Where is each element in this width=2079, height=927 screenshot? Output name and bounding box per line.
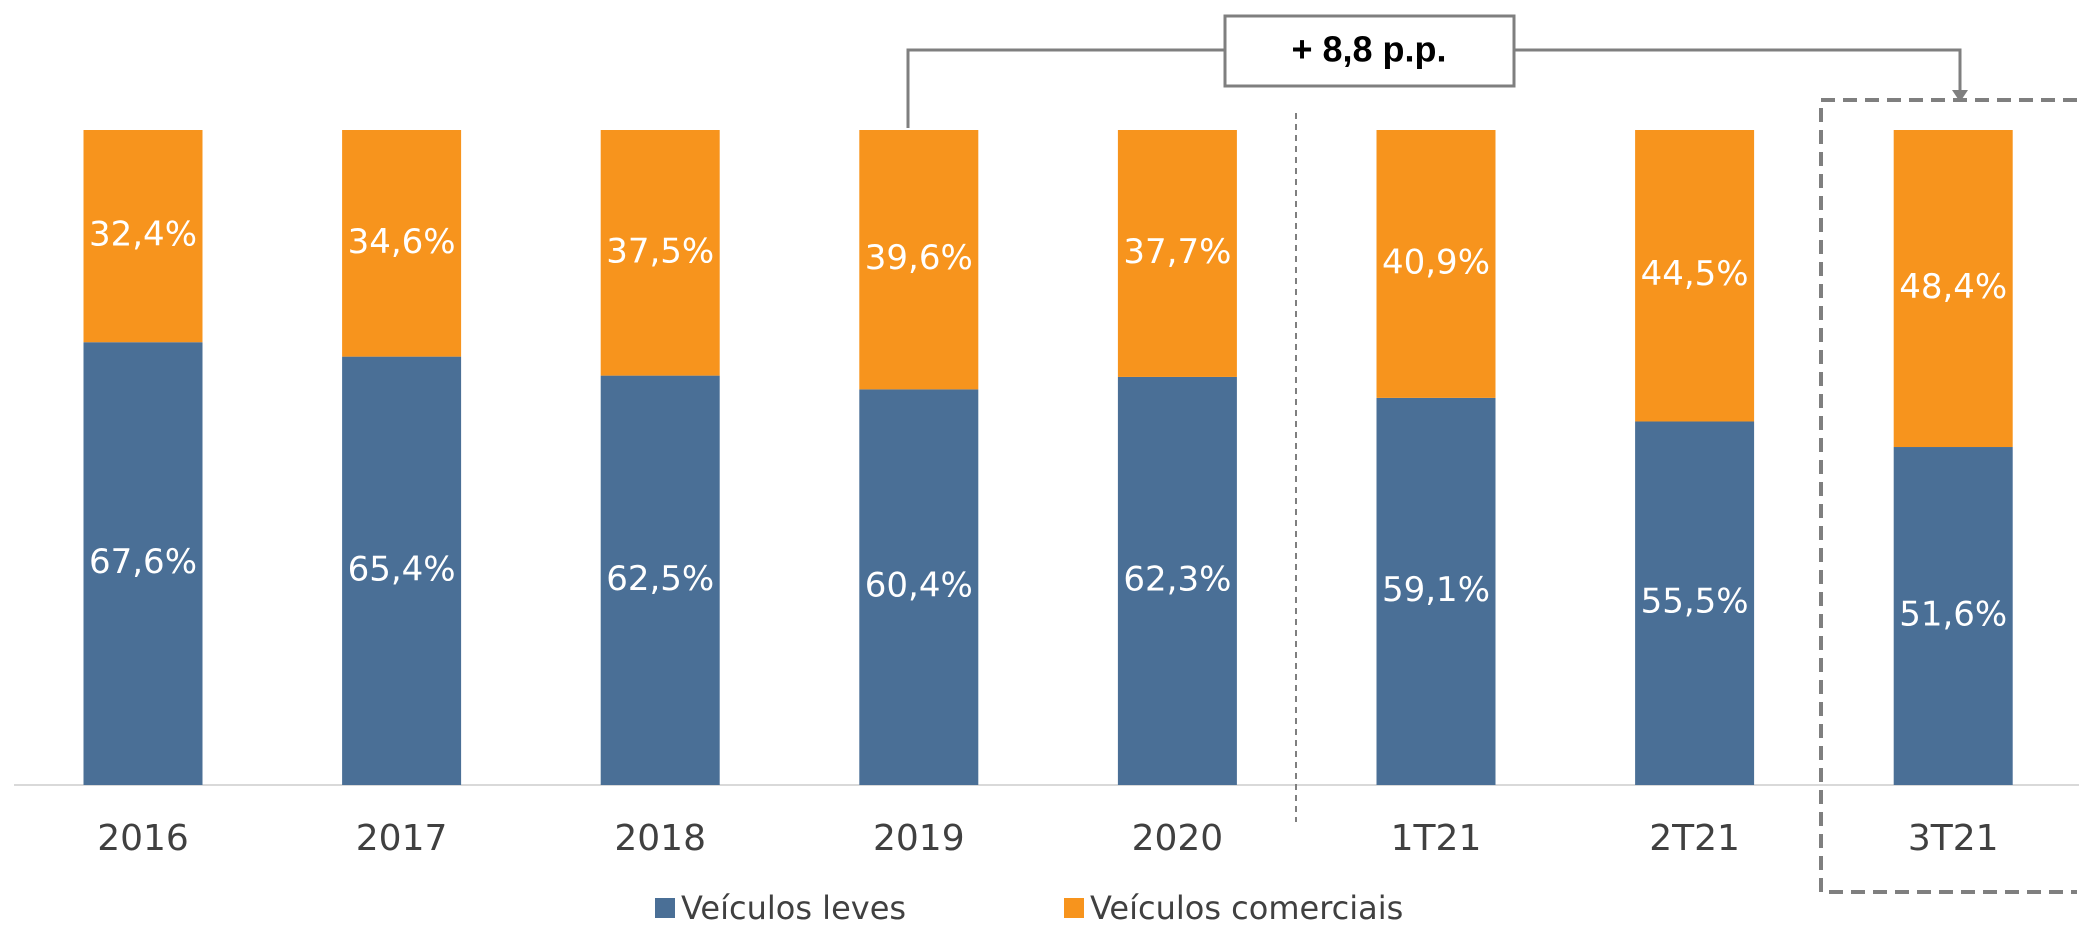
- data-label: 62,3%: [1123, 559, 1231, 599]
- data-label: 55,5%: [1641, 582, 1749, 622]
- data-label: 62,5%: [606, 559, 714, 599]
- x-tick-label: 3T21: [1908, 818, 1999, 859]
- bar-segment: [342, 130, 462, 357]
- legend-swatch: [655, 898, 675, 918]
- bar-segment: [859, 389, 979, 785]
- x-tick-label: 2018: [614, 818, 706, 859]
- data-label: 32,4%: [89, 215, 197, 255]
- x-tick-label: 2019: [873, 818, 965, 859]
- legend: Veículos leves Veículos comerciais: [655, 889, 1403, 927]
- bar-segment: [1635, 130, 1755, 422]
- x-tick-label: 2016: [97, 818, 189, 859]
- bar-segment: [1893, 130, 2013, 448]
- bar-segment: [342, 356, 462, 785]
- bar-segment: [1376, 130, 1496, 398]
- data-label: 39,6%: [865, 238, 973, 278]
- legend-swatch: [1064, 898, 1084, 918]
- highlight-box: [1819, 98, 2077, 894]
- data-label: 37,5%: [606, 231, 714, 271]
- legend-label: Veículos leves: [681, 889, 906, 927]
- annotation-box: [1223, 14, 1516, 88]
- data-label: 65,4%: [348, 549, 456, 589]
- arrow-head: [1952, 90, 1968, 102]
- bar-segment: [1117, 130, 1237, 377]
- data-label: 48,4%: [1899, 267, 2007, 307]
- bar-segment: [600, 375, 720, 785]
- x-tick-label: 2017: [356, 818, 448, 859]
- bar-segment: [1117, 376, 1237, 785]
- x-tick-label: 1T21: [1391, 818, 1482, 859]
- bar-segment: [83, 342, 203, 785]
- bar-segment: [1376, 397, 1496, 785]
- bar-segment: [1635, 421, 1755, 785]
- annotation: + 8,8 p.p.: [1291, 29, 1446, 70]
- legend-label: Veículos comerciais: [1090, 889, 1403, 927]
- data-label: 37,7%: [1123, 232, 1231, 272]
- data-label: 40,9%: [1382, 242, 1490, 282]
- data-label: 34,6%: [348, 222, 456, 262]
- bar-segment: [859, 130, 979, 390]
- data-label: 51,6%: [1899, 595, 2007, 635]
- x-tick-label: 2020: [1132, 818, 1224, 859]
- data-label: 59,1%: [1382, 570, 1490, 610]
- data-label: 67,6%: [89, 542, 197, 582]
- data-label: 60,4%: [865, 566, 973, 606]
- bar-segment: [83, 130, 203, 343]
- bar-segment: [600, 130, 720, 376]
- data-label: 44,5%: [1641, 254, 1749, 294]
- bracket: [906, 48, 1962, 128]
- bar-segment: [1893, 447, 2013, 785]
- x-tick-label: 2T21: [1649, 818, 1740, 859]
